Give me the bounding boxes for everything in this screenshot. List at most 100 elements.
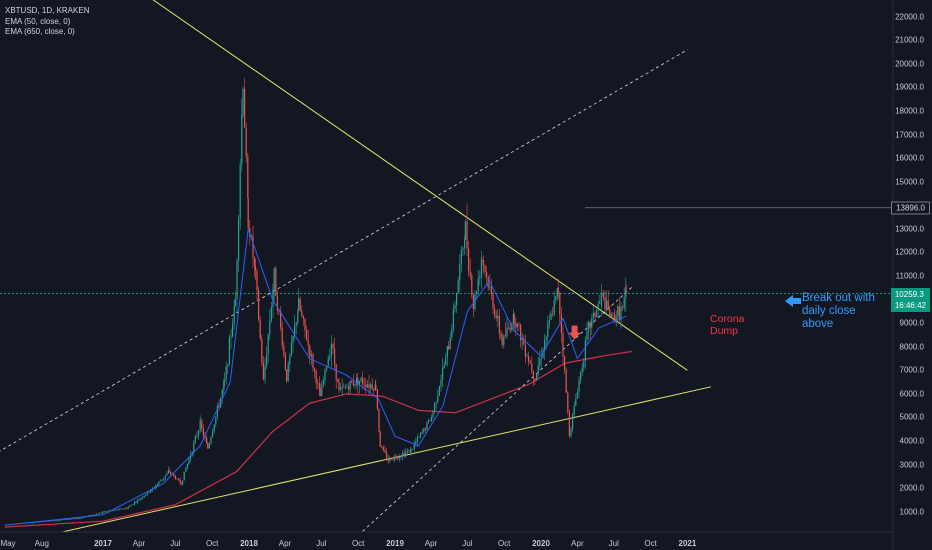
candle-body <box>562 333 564 357</box>
candle-body <box>166 473 168 476</box>
candle-body <box>160 480 162 482</box>
candle-body <box>57 520 59 522</box>
candle-body <box>363 383 365 385</box>
candle-body <box>625 287 627 290</box>
candle-body <box>432 411 434 418</box>
candle-body <box>230 336 232 338</box>
price-tick-label: 15000.0 <box>895 177 924 187</box>
candle-body <box>354 383 356 386</box>
candle-body <box>564 356 566 371</box>
candle-body <box>290 342 292 356</box>
candle-body <box>508 327 510 329</box>
candle-body <box>140 498 142 500</box>
time-tick-label: Jul <box>462 539 473 548</box>
candle-body <box>115 509 117 511</box>
candle-body <box>620 306 622 320</box>
candle-body <box>247 198 249 229</box>
candle-body <box>76 518 78 519</box>
candle-body <box>314 368 316 372</box>
candle-body <box>322 380 324 385</box>
price-tick-label: 4000.0 <box>899 436 924 446</box>
candle-body <box>233 305 235 324</box>
candle-body <box>516 323 518 328</box>
candle-body <box>492 294 494 309</box>
candle-body <box>130 504 132 506</box>
candle-body <box>242 88 244 115</box>
candle-body <box>185 468 187 473</box>
candle-body <box>356 378 358 384</box>
candle-body <box>526 356 528 357</box>
candle-body <box>176 478 178 480</box>
candle-body <box>132 504 134 505</box>
candle-body <box>413 444 415 449</box>
candle-body <box>194 436 196 443</box>
breakout-arrow-icon <box>785 295 801 307</box>
candle-body <box>135 501 137 503</box>
candle-body <box>146 491 148 495</box>
chart-legend: XBTUSD, 1D, KRAKEN EMA (50, close, 0) EM… <box>5 6 89 38</box>
candle-body <box>471 275 473 296</box>
price-tick-label: 2000.0 <box>899 483 924 493</box>
price-tick-label: 11000.0 <box>895 271 924 281</box>
candle-body <box>572 414 574 430</box>
candle-body <box>523 338 525 345</box>
candle-body <box>397 457 399 459</box>
candle-body <box>78 518 80 519</box>
candle-body <box>324 369 326 381</box>
ema50-line <box>4 228 627 526</box>
candle-body <box>65 519 67 520</box>
candle-body <box>163 477 165 480</box>
candle-body <box>379 431 381 447</box>
candle-body <box>489 286 491 288</box>
candle-body <box>438 386 440 396</box>
candle-body <box>174 475 176 480</box>
candle-body <box>435 401 437 403</box>
candle-body <box>62 519 64 521</box>
candle-body <box>578 380 580 393</box>
candle-body <box>155 485 157 488</box>
candle-body <box>123 508 125 510</box>
candle-body <box>366 384 368 388</box>
candle-body <box>198 430 200 436</box>
candle-body <box>557 288 559 293</box>
candle-body <box>335 363 337 380</box>
candle-body <box>126 508 128 509</box>
candle-body <box>512 314 514 325</box>
ema50-legend: EMA (50, close, 0) <box>5 16 71 26</box>
candle-body <box>297 310 299 323</box>
breakout-text: Break out with daily close above <box>802 292 875 330</box>
time-tick-label: Jul <box>170 539 181 548</box>
ema650-legend: EMA (650, close, 0) <box>5 27 75 36</box>
candle-body <box>227 365 229 367</box>
candle-body <box>429 420 431 421</box>
candle-body <box>384 449 386 453</box>
candle-body <box>190 455 192 459</box>
candle-body <box>68 519 70 520</box>
candle-body <box>55 520 57 522</box>
candle-body <box>343 386 345 388</box>
candle-body <box>448 346 450 350</box>
candle-body <box>206 437 208 444</box>
price-tick-label: 1000.0 <box>899 507 924 517</box>
candle-body <box>476 291 478 295</box>
candle-body <box>247 156 249 199</box>
price-tick-label: 20000.0 <box>895 59 924 69</box>
price-tick-label: 17000.0 <box>895 130 924 140</box>
candle-body <box>602 293 604 298</box>
candle-body <box>588 321 590 331</box>
candle-body <box>540 357 542 359</box>
candle-body <box>544 340 546 351</box>
candle-body <box>267 334 269 355</box>
candle-body <box>501 337 503 345</box>
candle-body <box>570 429 572 436</box>
last-price-value: 10259.3 <box>894 290 924 300</box>
candle-body <box>193 442 195 453</box>
candle-body <box>301 310 303 316</box>
candle-body <box>434 402 436 412</box>
candle-body <box>38 521 40 523</box>
candle-body <box>329 356 331 359</box>
candle-body <box>241 114 243 165</box>
candle-body <box>50 520 52 522</box>
candle-body <box>299 298 301 311</box>
